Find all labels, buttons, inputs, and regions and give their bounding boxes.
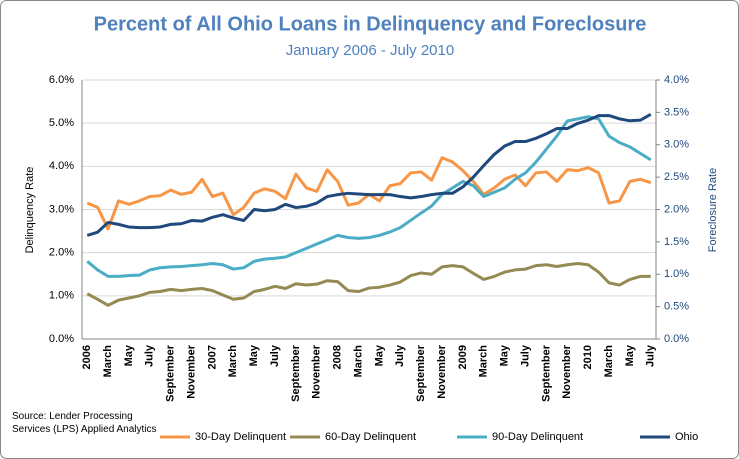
y-tick-label: 0.0% — [49, 333, 74, 345]
y-tick-label: 5.0% — [49, 117, 74, 129]
y2-tick-label: 4.0% — [664, 74, 689, 86]
x-tick-label: September — [165, 344, 177, 402]
x-tick-label: November — [185, 344, 197, 399]
y2-axis-label: Foreclosure Rate — [707, 168, 719, 252]
y-tick-label: 2.0% — [49, 247, 74, 259]
x-tick-label: March — [478, 345, 490, 378]
x-tick-label: September — [290, 344, 302, 402]
series-line — [86, 261, 651, 307]
chart-subtitle: January 2006 - July 2010 — [286, 42, 454, 59]
legend-label: Ohio — [675, 431, 698, 443]
series-line — [86, 115, 652, 278]
x-tick-label: May — [499, 344, 511, 366]
y-tick-label: 4.0% — [49, 160, 74, 172]
x-tick-label: July — [144, 344, 156, 367]
x-tick-label: November — [561, 344, 573, 399]
y-tick-label: 1.0% — [49, 290, 74, 302]
x-tick-label: 2006 — [81, 345, 93, 369]
x-tick-label: May — [123, 344, 135, 366]
x-tick-label: 2009 — [457, 345, 469, 369]
y2-tick-label: 2.5% — [664, 171, 689, 183]
x-tick-label: May — [248, 344, 260, 366]
x-tick-label: September — [415, 344, 427, 402]
x-tick-label: 2010 — [582, 345, 594, 369]
x-tick-label: May — [624, 344, 636, 366]
x-tick-label: 2007 — [206, 345, 218, 369]
x-tick-label: September — [540, 344, 552, 402]
x-tick-label: March — [352, 345, 364, 378]
y2-tick-label: 1.0% — [664, 268, 689, 280]
y2-tick-label: 1.5% — [664, 236, 689, 248]
y-tick-label: 3.0% — [49, 203, 74, 215]
y2-tick-label: 0.0% — [664, 333, 689, 345]
y2-tick-label: 3.5% — [664, 106, 689, 118]
series-line — [86, 113, 652, 237]
legend-label: 60-Day Delinquent — [325, 431, 416, 443]
y-tick-label: 6.0% — [49, 74, 74, 86]
chart-title: Percent of All Ohio Loans in Delinquency… — [94, 13, 647, 35]
y2-tick-label: 2.0% — [664, 203, 689, 215]
x-tick-label: 2008 — [332, 345, 344, 369]
y-axis-label: Delinquency Rate — [24, 167, 36, 254]
source-note: Source: Lender Processing Services (LPS)… — [12, 411, 157, 435]
legend-label: 90-Day Delinquent — [492, 431, 583, 443]
legend-label: 30-Day Delinquent — [195, 431, 286, 443]
x-tick-label: July — [519, 344, 531, 367]
x-tick-label: March — [603, 345, 615, 378]
x-tick-label: March — [227, 345, 239, 378]
x-tick-label: November — [436, 344, 448, 399]
y2-tick-label: 3.0% — [664, 139, 689, 151]
y2-tick-label: 0.5% — [664, 301, 689, 313]
x-tick-label: July — [269, 344, 281, 367]
x-tick-label: November — [311, 344, 323, 399]
x-tick-label: July — [645, 344, 657, 367]
x-tick-label: March — [102, 345, 114, 378]
x-tick-label: July — [394, 344, 406, 367]
x-tick-label: May — [373, 344, 385, 366]
